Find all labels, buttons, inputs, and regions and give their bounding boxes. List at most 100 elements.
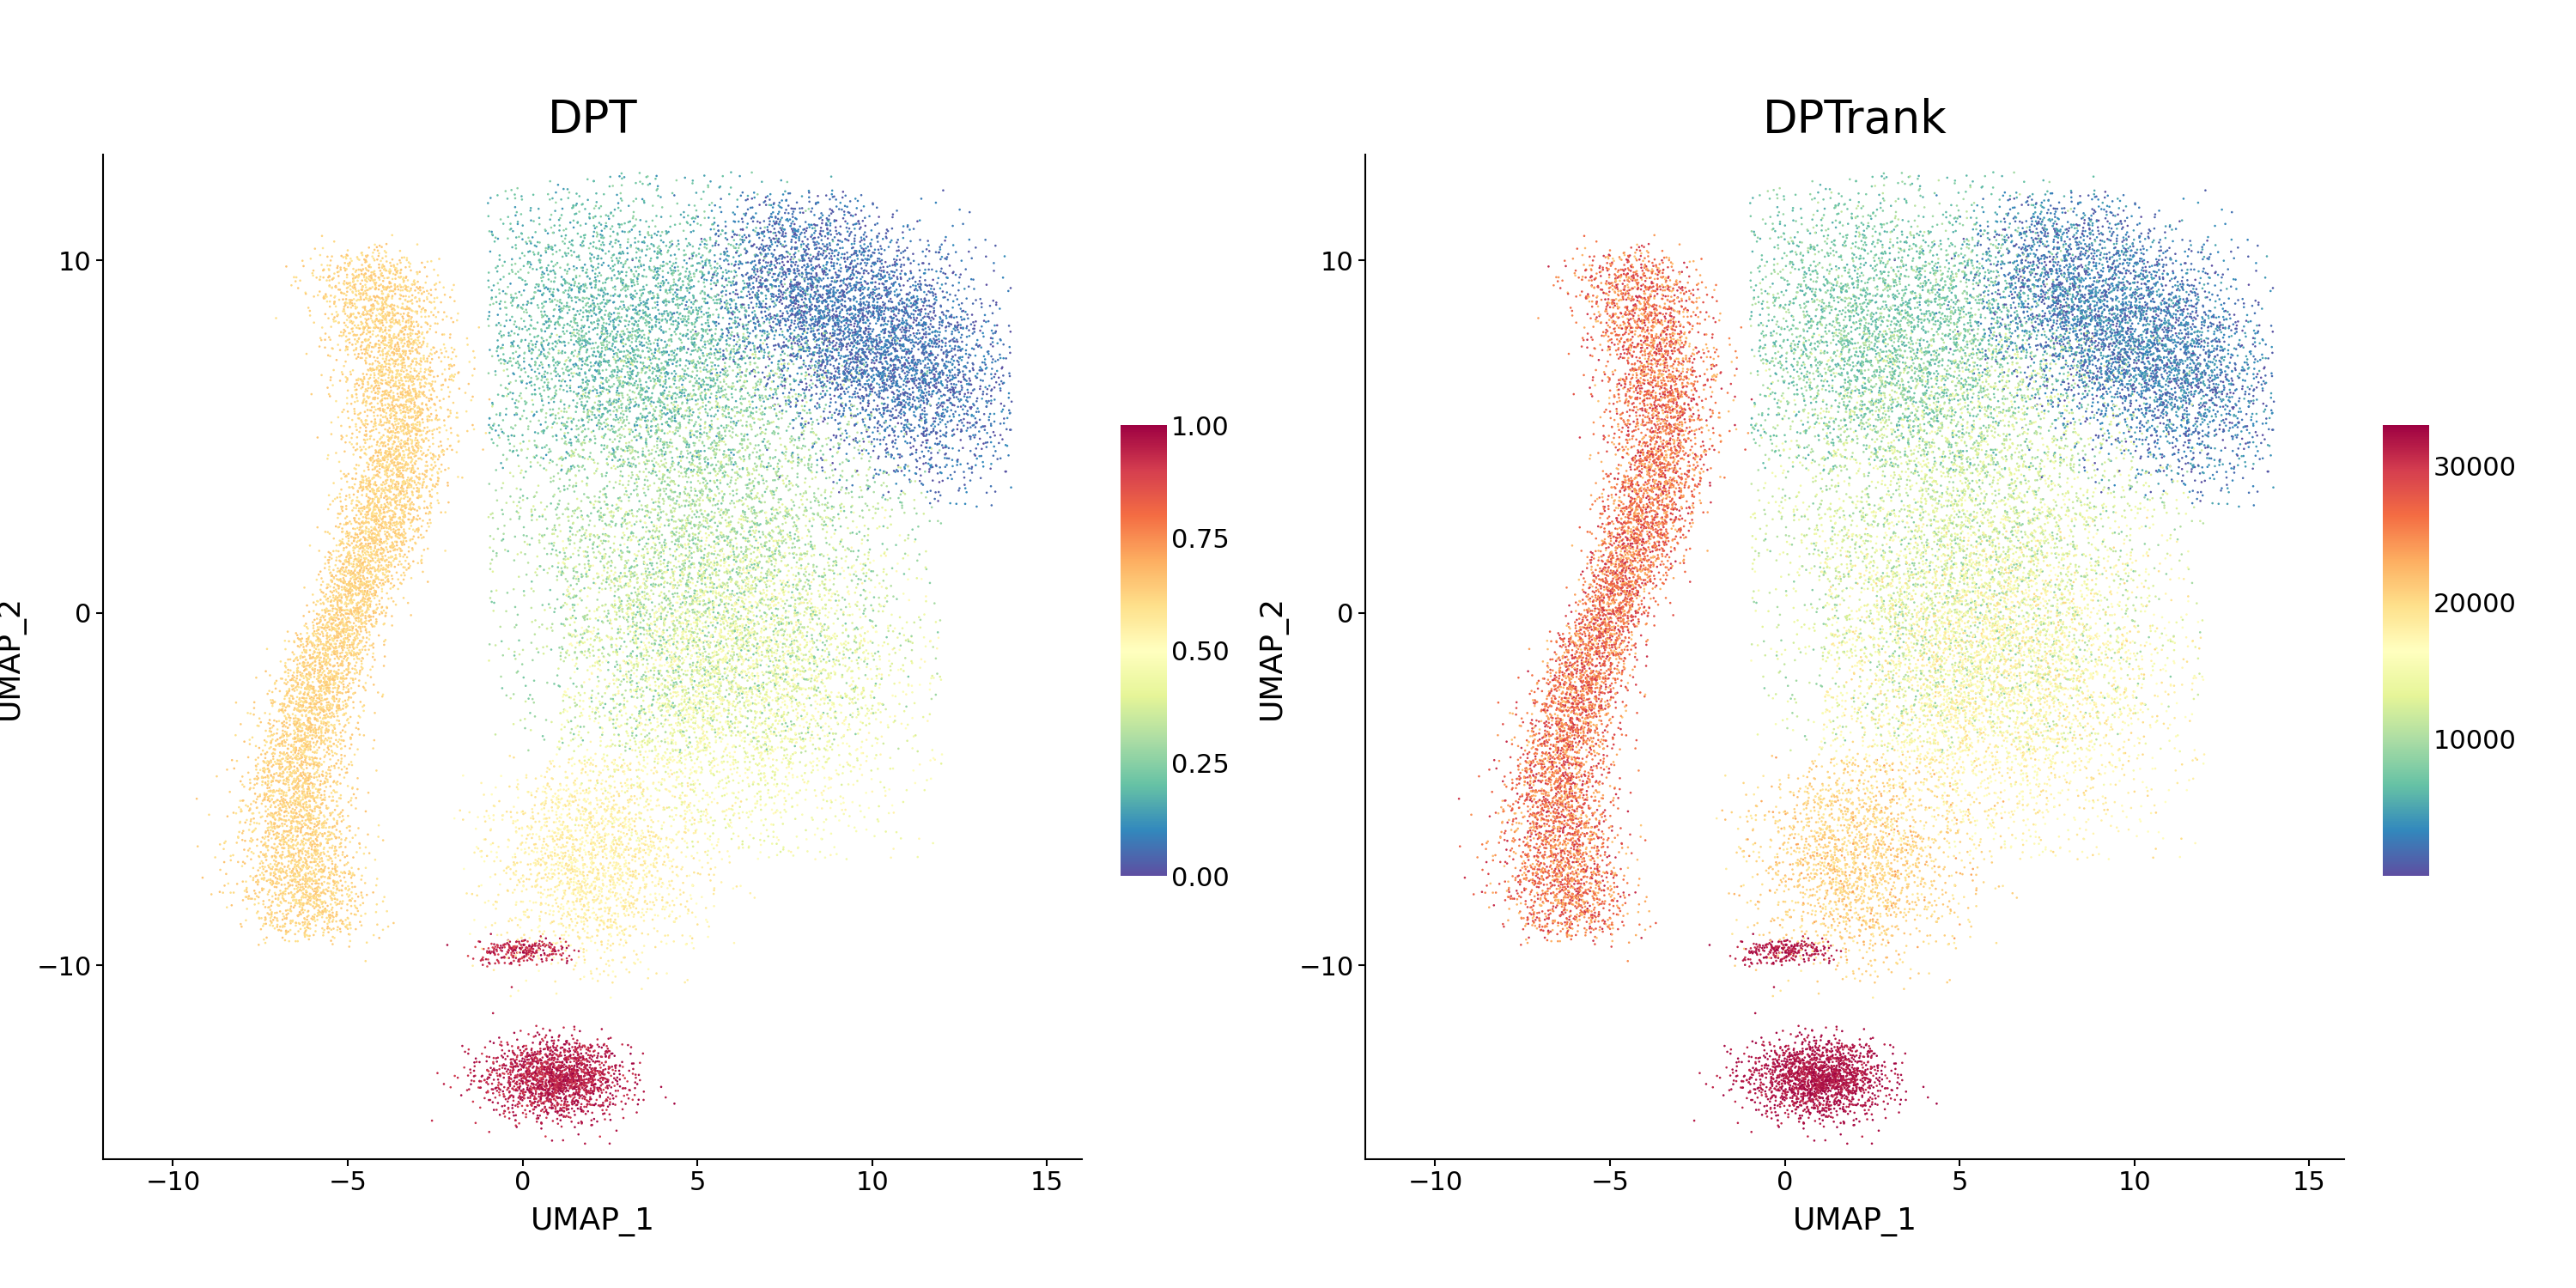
Point <box>1803 343 1844 363</box>
Point <box>1826 395 1868 416</box>
Point <box>1880 345 1922 366</box>
Point <box>245 909 286 930</box>
Point <box>1662 337 1703 358</box>
Point <box>2184 343 2226 363</box>
Point <box>920 457 961 478</box>
Point <box>353 358 394 379</box>
Point <box>1806 1050 1847 1070</box>
Point <box>309 829 350 850</box>
Point <box>698 304 739 325</box>
Point <box>827 334 868 354</box>
Point <box>1847 1059 1888 1079</box>
Point <box>2223 361 2264 381</box>
Point <box>1543 855 1584 876</box>
Point <box>1875 206 1917 227</box>
Point <box>708 289 750 309</box>
Point <box>765 386 806 407</box>
Point <box>1978 693 2020 714</box>
Point <box>1886 810 1927 831</box>
Point <box>685 692 726 712</box>
Point <box>569 1088 611 1109</box>
Point <box>1783 1070 1824 1091</box>
Point <box>404 359 446 380</box>
Point <box>791 607 832 627</box>
Point <box>559 328 600 349</box>
Point <box>706 425 747 446</box>
Point <box>314 672 355 693</box>
Point <box>1579 683 1620 703</box>
Point <box>1628 478 1669 498</box>
Point <box>631 564 672 585</box>
Point <box>520 945 562 966</box>
Point <box>1641 339 1682 359</box>
Point <box>549 1046 590 1066</box>
Point <box>909 350 951 371</box>
Point <box>1623 390 1664 411</box>
Point <box>489 931 531 952</box>
Point <box>719 620 760 640</box>
Point <box>1620 300 1662 321</box>
Point <box>1994 265 2035 286</box>
Point <box>2125 363 2166 384</box>
Point <box>603 277 644 298</box>
Point <box>1638 309 1680 330</box>
Point <box>1821 1075 1862 1096</box>
Point <box>760 631 801 652</box>
Point <box>1811 917 1852 938</box>
Point <box>546 948 587 969</box>
Point <box>2117 643 2159 663</box>
Point <box>2040 250 2081 270</box>
Point <box>636 558 677 578</box>
Point <box>564 896 605 917</box>
Point <box>639 313 680 334</box>
Point <box>505 902 546 922</box>
Point <box>786 263 827 283</box>
Point <box>729 639 770 659</box>
Point <box>549 446 590 466</box>
Point <box>1566 781 1607 801</box>
Point <box>1937 412 1978 433</box>
Point <box>2136 392 2177 412</box>
Point <box>773 292 814 313</box>
Point <box>698 777 739 797</box>
Point <box>1999 532 2040 553</box>
Point <box>1893 319 1935 340</box>
Point <box>1834 817 1875 837</box>
Point <box>1790 316 1832 336</box>
Point <box>778 677 819 698</box>
Point <box>737 237 778 258</box>
Point <box>1971 583 2012 604</box>
Point <box>325 631 366 652</box>
Point <box>739 448 781 469</box>
Point <box>848 746 889 766</box>
Point <box>301 330 343 350</box>
Point <box>1953 363 1994 384</box>
Point <box>2099 327 2141 348</box>
Point <box>2025 645 2066 666</box>
Point <box>665 307 706 327</box>
Point <box>1579 638 1620 658</box>
Point <box>379 466 420 487</box>
Point <box>2136 265 2177 286</box>
Point <box>739 388 781 408</box>
Point <box>1793 251 1834 272</box>
Point <box>1528 726 1569 747</box>
Point <box>1492 849 1533 869</box>
Point <box>572 1103 613 1123</box>
Point <box>1556 817 1597 837</box>
Point <box>366 470 407 491</box>
Point <box>1971 641 2012 662</box>
Point <box>1808 1047 1850 1068</box>
Point <box>739 715 781 735</box>
Point <box>2063 519 2105 540</box>
Point <box>1548 800 1589 820</box>
Point <box>389 541 430 562</box>
Point <box>791 609 832 630</box>
Point <box>1785 1072 1826 1092</box>
Point <box>1620 524 1662 545</box>
Point <box>1906 899 1947 920</box>
Point <box>1834 404 1875 425</box>
Point <box>685 389 726 410</box>
Point <box>1662 363 1703 384</box>
Point <box>881 317 922 337</box>
